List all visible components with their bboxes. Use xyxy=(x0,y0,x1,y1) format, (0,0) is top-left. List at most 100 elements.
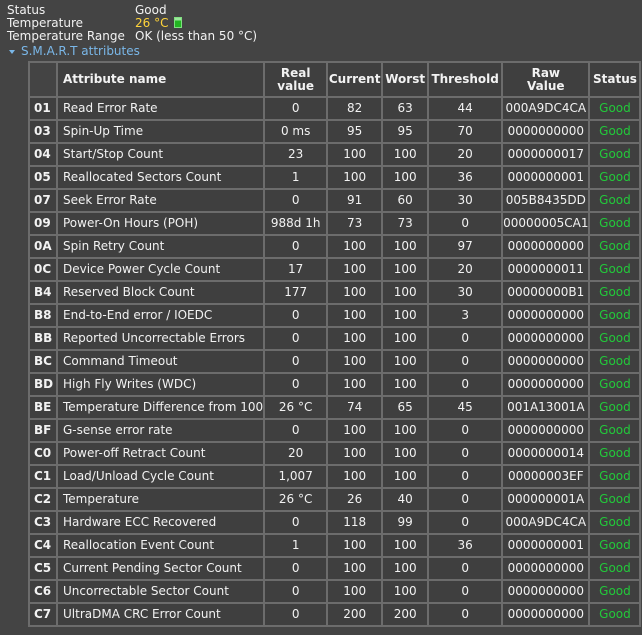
threshold-value: 0 xyxy=(429,420,502,441)
worst-value: 100 xyxy=(383,420,428,441)
raw-value: 0000000001 xyxy=(503,167,589,188)
table-row[interactable]: B8 End-to-End error / IOEDC 0 100 100 3 000000… xyxy=(30,305,640,326)
attribute-id: C1 xyxy=(30,466,56,487)
attribute-id: BE xyxy=(30,397,56,418)
current-value: 100 xyxy=(328,144,382,165)
attribute-name: Spin Retry Count xyxy=(58,236,264,257)
smart-attributes-toggle[interactable]: S.M.A.R.T attributes xyxy=(9,44,140,58)
status-value: Good xyxy=(590,512,640,533)
smart-attributes-title: S.M.A.R.T attributes xyxy=(21,44,140,58)
status-value: Good xyxy=(590,121,640,142)
attribute-name: Reserved Block Count xyxy=(58,282,264,303)
status-value: Good xyxy=(590,236,640,257)
table-row[interactable]: BB Reported Uncorrectable Errors 0 100 100 0 0… xyxy=(30,328,640,349)
status-value: Good xyxy=(590,466,640,487)
header-threshold[interactable]: Threshold xyxy=(429,63,502,96)
status-value: Good xyxy=(590,98,640,119)
real-value: 177 xyxy=(265,282,327,303)
table-row[interactable]: C5 Current Pending Sector Count 0 100 100 0 00… xyxy=(30,558,640,579)
table-row[interactable]: 01 Read Error Rate 0 82 63 44 000A9DC4CA Good xyxy=(30,98,640,119)
attribute-id: 09 xyxy=(30,213,56,234)
attribute-name: Temperature Difference from 100 xyxy=(58,397,264,418)
threshold-value: 20 xyxy=(429,144,502,165)
raw-value: 0000000000 xyxy=(503,604,589,625)
current-value: 82 xyxy=(328,98,382,119)
status-value: Good xyxy=(590,144,640,165)
status-value: Good xyxy=(590,213,640,234)
table-row[interactable]: 07 Seek Error Rate 0 91 60 30 005B8435DD Good xyxy=(30,190,640,211)
attribute-id: C4 xyxy=(30,535,56,556)
threshold-value: 0 xyxy=(429,581,502,602)
table-row[interactable]: 09 Power-On Hours (POH) 988d 1h 73 73 0 000000… xyxy=(30,213,640,234)
header-worst[interactable]: Worst xyxy=(383,63,428,96)
worst-value: 60 xyxy=(383,190,428,211)
attribute-name: Power-On Hours (POH) xyxy=(58,213,264,234)
attribute-id: BC xyxy=(30,351,56,372)
status-value: Good xyxy=(590,604,640,625)
status-value: Good xyxy=(590,489,640,510)
raw-value: 000A9DC4CA xyxy=(503,98,589,119)
table-row[interactable]: BF G-sense error rate 0 100 100 0 0000000000 Go… xyxy=(30,420,640,441)
worst-value: 65 xyxy=(383,397,428,418)
table-row[interactable]: C0 Power-off Retract Count 20 100 100 0 000000… xyxy=(30,443,640,464)
temperature-range-value: OK (less than 50 °C) xyxy=(135,29,258,43)
table-row[interactable]: C7 UltraDMA CRC Error Count 0 200 200 0 000000… xyxy=(30,604,640,625)
real-value: 20 xyxy=(265,443,327,464)
status-value: Good xyxy=(590,443,640,464)
threshold-value: 30 xyxy=(429,190,502,211)
smart-attributes-table-container: Attribute name Real value Current Worst T… xyxy=(28,61,642,627)
raw-value: 000000001A xyxy=(503,489,589,510)
attribute-name: Hardware ECC Recovered xyxy=(58,512,264,533)
header-real-value[interactable]: Real value xyxy=(265,63,327,96)
attribute-name: End-to-End error / IOEDC xyxy=(58,305,264,326)
attribute-name: Uncorrectable Sector Count xyxy=(58,581,264,602)
temperature-label: Temperature xyxy=(7,16,84,30)
threshold-value: 0 xyxy=(429,443,502,464)
attribute-name: Temperature xyxy=(58,489,264,510)
table-row[interactable]: BC Command Timeout 0 100 100 0 0000000000 Good xyxy=(30,351,640,372)
header-blank xyxy=(30,63,56,96)
table-row[interactable]: BE Temperature Difference from 100 26 °C 74… xyxy=(30,397,640,418)
table-row[interactable]: 05 Reallocated Sectors Count 1 100 100 36 0000… xyxy=(30,167,640,188)
raw-value: 0000000000 xyxy=(503,558,589,579)
status-value: Good xyxy=(590,558,640,579)
table-row[interactable]: C3 Hardware ECC Recovered 0 118 99 0 000A9DC4C… xyxy=(30,512,640,533)
raw-value: 0000000000 xyxy=(503,121,589,142)
table-row[interactable]: C6 Uncorrectable Sector Count 0 100 100 0 0000… xyxy=(30,581,640,602)
table-row[interactable]: B4 Reserved Block Count 177 100 100 30 0000000… xyxy=(30,282,640,303)
attribute-id: C3 xyxy=(30,512,56,533)
attribute-name: Current Pending Sector Count xyxy=(58,558,264,579)
table-row[interactable]: BD High Fly Writes (WDC) 0 100 100 0 000000000… xyxy=(30,374,640,395)
table-row[interactable]: 04 Start/Stop Count 23 100 100 20 0000000017 Go… xyxy=(30,144,640,165)
real-value: 1,007 xyxy=(265,466,327,487)
attribute-name: Load/Unload Cycle Count xyxy=(58,466,264,487)
attribute-name: Reallocation Event Count xyxy=(58,535,264,556)
current-value: 91 xyxy=(328,190,382,211)
header-status[interactable]: Status xyxy=(590,63,640,96)
table-row[interactable]: C4 Reallocation Event Count 1 100 100 36 00000… xyxy=(30,535,640,556)
attribute-id: 04 xyxy=(30,144,56,165)
current-value: 100 xyxy=(328,466,382,487)
status-label: Status xyxy=(7,3,46,17)
real-value: 0 xyxy=(265,374,327,395)
current-value: 100 xyxy=(328,282,382,303)
worst-value: 40 xyxy=(383,489,428,510)
table-row[interactable]: C2 Temperature 26 °C 26 40 0 000000001A Good xyxy=(30,489,640,510)
real-value: 0 xyxy=(265,558,327,579)
table-row[interactable]: 0C Device Power Cycle Count 17 100 100 20 0000… xyxy=(30,259,640,280)
worst-value: 63 xyxy=(383,98,428,119)
real-value: 0 xyxy=(265,581,327,602)
threshold-value: 0 xyxy=(429,351,502,372)
worst-value: 100 xyxy=(383,236,428,257)
threshold-value: 20 xyxy=(429,259,502,280)
raw-value: 0000000000 xyxy=(503,328,589,349)
table-row[interactable]: 0A Spin Retry Count 0 100 100 97 0000000000 Goo… xyxy=(30,236,640,257)
header-attribute-name[interactable]: Attribute name xyxy=(58,63,264,96)
header-current[interactable]: Current xyxy=(328,63,382,96)
table-row[interactable]: C1 Load/Unload Cycle Count 1,007 100 100 0 000… xyxy=(30,466,640,487)
raw-value: 00000003EF xyxy=(503,466,589,487)
raw-value: 0000000000 xyxy=(503,420,589,441)
header-raw-value[interactable]: Raw Value xyxy=(503,63,589,96)
current-value: 100 xyxy=(328,558,382,579)
table-row[interactable]: 03 Spin-Up Time 0 ms 95 95 70 0000000000 Good xyxy=(30,121,640,142)
